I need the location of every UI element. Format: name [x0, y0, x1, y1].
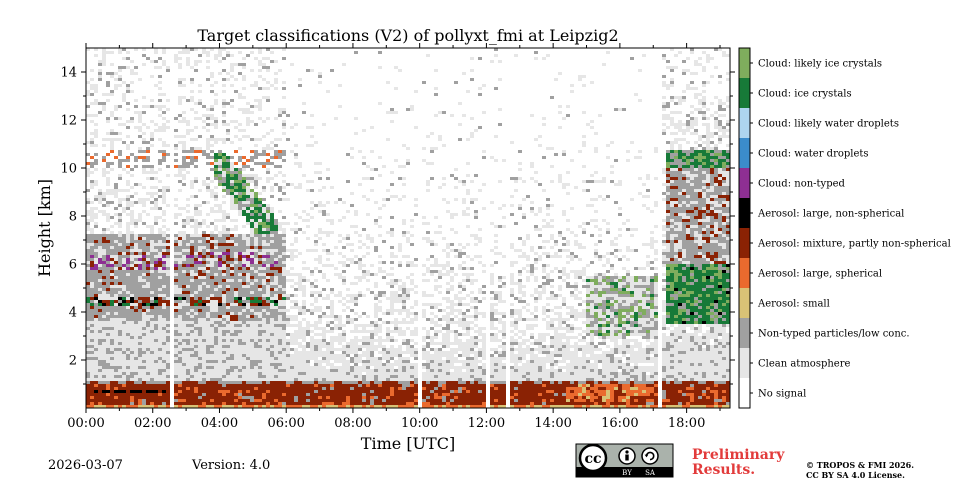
preliminary-line-2: Results.: [692, 462, 756, 478]
legend-label: Aerosol: mixture, partly non-spherical: [757, 239, 951, 250]
y-tick-label: 4: [69, 306, 77, 321]
legend-swatch: [739, 48, 750, 78]
copyright-line-1: © TROPOS & FMI 2026.: [806, 460, 915, 470]
heatmap: [86, 48, 730, 408]
copyright-line-2: CC BY SA 4.0 License.: [806, 470, 905, 480]
x-tick-label: 12:00: [468, 416, 505, 431]
legend-swatch: [739, 138, 750, 168]
x-axis-label: Time [UTC]: [361, 434, 455, 453]
cc-sa-label: SA: [645, 469, 656, 477]
x-tick-label: 02:00: [134, 416, 171, 431]
chart-title: Target classifications (V2) of pollyxt_f…: [197, 26, 618, 45]
legend-swatch: [739, 198, 750, 228]
legend-swatch: [739, 168, 750, 198]
preliminary-line-1: Preliminary: [692, 447, 785, 463]
colorbar-frame: [738, 47, 751, 409]
legend-swatch: [739, 258, 750, 288]
legend-swatch: [739, 348, 750, 378]
copyright-notice: © TROPOS & FMI 2026. CC BY SA 4.0 Licens…: [806, 460, 914, 480]
legend-swatch: [739, 228, 750, 258]
x-tick-label: 08:00: [334, 416, 371, 431]
legend-label: Cloud: likely water droplets: [758, 119, 899, 130]
x-tick-label: 16:00: [601, 416, 638, 431]
preliminary-notice: Preliminary Results.: [692, 448, 784, 478]
x-tick-label: 00:00: [67, 416, 104, 431]
x-tick-label: 06:00: [267, 416, 304, 431]
x-tick-label: 14:00: [534, 416, 571, 431]
sa-share-alike-icon: [641, 447, 659, 465]
y-tick-label: 2: [69, 354, 77, 369]
legend-label: Cloud: water droplets: [758, 149, 869, 160]
y-tick-label: 14: [60, 66, 77, 81]
measurement-date: 2026-03-07: [48, 458, 123, 473]
cc-by-label: BY: [622, 469, 632, 477]
x-tick-label: 18:00: [668, 416, 705, 431]
x-tick-label: 10:00: [401, 416, 438, 431]
y-tick-label: 12: [60, 114, 77, 129]
legend-swatch: [739, 378, 750, 408]
y-axis-label: Height [km]: [35, 179, 54, 277]
cc-license-badge[interactable]: cc BY SA: [575, 443, 674, 478]
cc-icon: cc: [584, 451, 601, 467]
legend-label: Aerosol: large, non-spherical: [757, 209, 904, 220]
legend-label: No signal: [758, 389, 806, 400]
legend-swatch: [739, 288, 750, 318]
legend-swatch: [739, 78, 750, 108]
legend-label: Cloud: likely ice crystals: [758, 59, 882, 70]
legend-label: Non-typed particles/low conc.: [758, 329, 910, 340]
colorbar-legend: No signal Clean atmosphere Non-typed parti…: [738, 47, 951, 409]
y-axis: 2 4 6 8 10 12 14: [60, 66, 735, 385]
legend-label: Clean atmosphere: [758, 359, 851, 370]
legend-swatch: [739, 108, 750, 138]
x-axis: 00:00 02:00 04:00 06:00 08:00 10:00 12:00 14:00…: [67, 43, 721, 431]
version-label: Version: 4.0: [192, 458, 271, 473]
y-tick-label: 10: [60, 162, 77, 177]
x-tick-label: 04:00: [201, 416, 238, 431]
legend-swatch: [739, 318, 750, 348]
legend-label: Cloud: ice crystals: [758, 89, 852, 100]
legend-label: Cloud: non-typed: [758, 179, 846, 190]
legend-label: Aerosol: small: [757, 299, 830, 310]
y-tick-label: 8: [69, 210, 77, 225]
plot-frame: [85, 47, 731, 409]
y-tick-label: 6: [69, 258, 77, 273]
legend-label: Aerosol: large, spherical: [757, 269, 882, 280]
